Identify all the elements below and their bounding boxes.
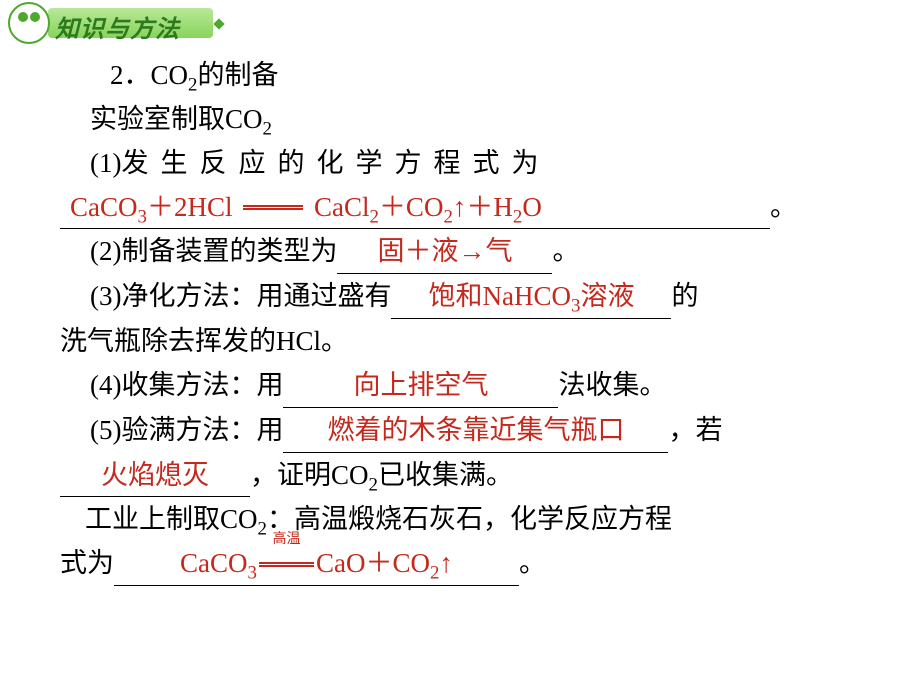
industrial-line-2: 式为 CaCO3高温CaO＋CO2↑ 。 [30, 543, 890, 586]
equals-line-icon [259, 562, 314, 567]
q2-label: (2) [90, 236, 121, 266]
ind-text-a: 工业上制取CO [85, 504, 258, 534]
q5-text-d: 已收集满。 [378, 460, 513, 490]
header-banner: 知识与方法 [0, 0, 230, 48]
q5-text-c: ，证明CO [250, 460, 369, 490]
question-3-line-2: 洗气瓶除去挥发的HCl。 [30, 321, 890, 363]
q5-answer-a: 燃着的木条靠近集气瓶口 [327, 415, 624, 445]
ind-blank: CaCO3高温CaO＋CO2↑ [114, 543, 519, 586]
q4-label: (4) [90, 370, 121, 400]
period: 。 [552, 236, 581, 266]
question-2: (2)制备装置的类型为 固＋液→气 。 [30, 231, 890, 274]
section-title-part-b: 的制备 [197, 60, 278, 90]
q3-text-c: 洗气瓶除去挥发的HCl。 [60, 326, 348, 356]
section-number: 2． [110, 60, 151, 90]
q5-text-a: 验满方法：用 [121, 415, 283, 445]
q3-text-b: 的 [671, 281, 698, 311]
q1-answer: CaCO3＋2HCl CaCl2＋CO2↑＋H2O [70, 192, 542, 222]
q4-answer: 向上排空气 [353, 370, 488, 400]
section-title-part-a: CO [151, 60, 189, 90]
q5-answer-b: 火焰熄灭 [101, 460, 209, 490]
ind-text-c: 式为 [60, 548, 114, 578]
high-temp-label: 高温 [273, 529, 301, 551]
question-3-line-1: (3)净化方法：用通过盛有 饱和NaHCO3溶液 的 [30, 276, 890, 319]
question-5-line-2: 火焰熄灭 ，证明CO2已收集满。 [30, 455, 890, 498]
q4-blank: 向上排空气 [283, 365, 558, 408]
subscript: 2 [263, 118, 272, 139]
q4-text-a: 收集方法：用 [121, 370, 283, 400]
q5-label: (5) [90, 415, 121, 445]
industrial-line-1: 工业上制取CO2：高温煅烧石灰石，化学反应方程 [30, 499, 890, 541]
q3-answer: 饱和NaHCO3溶液 [429, 281, 635, 311]
mascot-icon [8, 2, 50, 44]
lab-title: 实验室制取CO2 [30, 99, 890, 141]
q3-text-a: 净化方法：用通过盛有 [121, 281, 391, 311]
q5-blank-b: 火焰熄灭 [60, 455, 250, 498]
q2-text: 制备装置的类型为 [121, 236, 337, 266]
section-heading: 2．CO2的制备 [30, 55, 890, 97]
q3-blank: 饱和NaHCO3溶液 [391, 276, 671, 319]
question-5-line-1: (5)验满方法：用 燃着的木条靠近集气瓶口 ，若 [30, 410, 890, 453]
ind-text-b: ：高温煅烧石灰石，化学反应方程 [267, 504, 672, 534]
question-1-answer-line: CaCO3＋2HCl CaCl2＋CO2↑＋H2O 。 [30, 187, 890, 230]
banner-title: 知识与方法 [55, 9, 180, 44]
q5-blank-a: 燃着的木条靠近集气瓶口 [283, 410, 668, 453]
equals-line-icon [243, 205, 303, 210]
q5-text-b: ，若 [668, 415, 722, 445]
subscript: 2 [369, 474, 378, 495]
q1-text: 发生反应的化学方程式为 [121, 148, 550, 178]
q1-blank: CaCO3＋2HCl CaCl2＋CO2↑＋H2O [60, 187, 770, 230]
q3-label: (3) [90, 281, 121, 311]
q2-answer: 固＋液→气 [377, 236, 512, 266]
lab-title-text: 实验室制取CO [90, 104, 263, 134]
banner-bullet-icon [213, 18, 224, 29]
ind-answer: CaCO3高温CaO＋CO2↑ [180, 548, 453, 578]
slide-content: 2．CO2的制备 实验室制取CO2 (1)发生反应的化学方程式为 CaCO3＋2… [0, 55, 920, 588]
q2-blank: 固＋液→气 [337, 231, 552, 274]
period: 。 [770, 192, 797, 222]
q4-text-b: 法收集。 [558, 370, 666, 400]
q1-label: (1) [90, 148, 121, 178]
question-4: (4)收集方法：用 向上排空气 法收集。 [30, 365, 890, 408]
question-1-line-1: (1)发生反应的化学方程式为 [30, 143, 890, 185]
subscript: 2 [258, 519, 267, 540]
period: 。 [519, 548, 546, 578]
